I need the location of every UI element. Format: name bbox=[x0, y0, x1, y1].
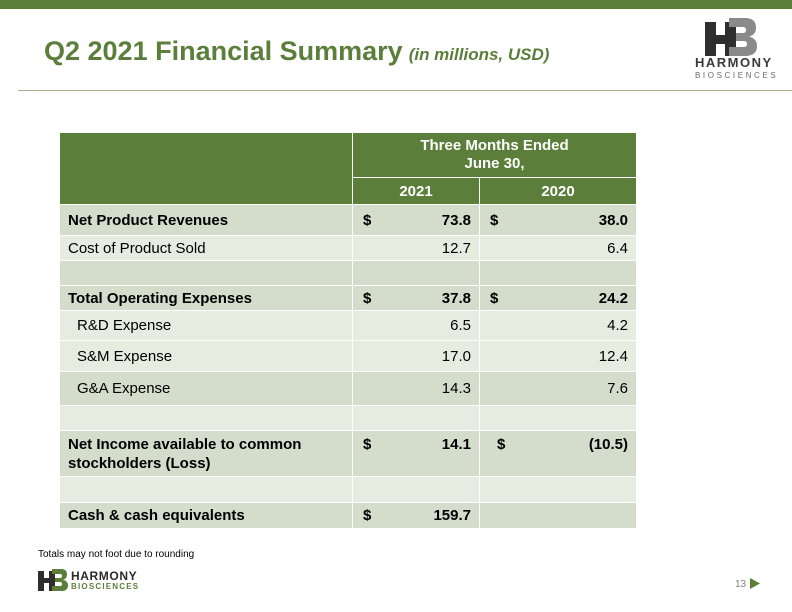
financial-summary-table: Three Months Ended June 30, 2021 2020 Ne… bbox=[59, 132, 637, 529]
value-2020: 4.2 bbox=[479, 310, 637, 341]
table-row: Cost of Product Sold 12.7 6.4 bbox=[59, 235, 637, 261]
hb-monogram-icon bbox=[705, 18, 757, 56]
value-2021: $73.8 bbox=[352, 204, 480, 236]
footer-logo: HARMONY BIOSCIENCES bbox=[38, 569, 148, 591]
logo-name: HARMONY bbox=[695, 55, 773, 70]
year-header-2020: 2020 bbox=[479, 177, 637, 205]
value-2021 bbox=[352, 476, 480, 503]
table-row-spacer bbox=[59, 476, 637, 503]
cell-value: (10.5) bbox=[588, 436, 628, 453]
cell-value: 12.4 bbox=[598, 347, 628, 365]
value-2021: $14.1 bbox=[352, 430, 480, 477]
value-2021: 12.7 bbox=[352, 235, 480, 261]
row-label bbox=[59, 260, 353, 286]
row-label bbox=[59, 405, 353, 431]
value-2020: 7.6 bbox=[479, 371, 637, 406]
row-label bbox=[59, 476, 353, 503]
table-row: Cash & cash equivalents $159.7 bbox=[59, 502, 637, 529]
header-blank-cell bbox=[59, 132, 353, 205]
company-logo: HARMONY BIOSCIENCES bbox=[695, 18, 777, 82]
currency-symbol: $ bbox=[497, 436, 506, 453]
value-2020: $24.2 bbox=[479, 285, 637, 311]
value-2021: 14.3 bbox=[352, 371, 480, 406]
cell-value: 14.3 bbox=[441, 380, 471, 397]
cell-value: 7.6 bbox=[607, 380, 628, 397]
value-2021 bbox=[352, 405, 480, 431]
value-2020: 6.4 bbox=[479, 235, 637, 261]
cell-value: 6.5 bbox=[450, 317, 471, 334]
next-slide-icon[interactable] bbox=[750, 578, 760, 589]
title-divider bbox=[18, 90, 792, 91]
currency-symbol: $ bbox=[363, 289, 372, 307]
value-2020 bbox=[479, 476, 637, 503]
row-label: Net Product Revenues bbox=[59, 204, 353, 236]
row-label: Net Income available to common stockhold… bbox=[59, 430, 353, 477]
cell-value: 12.7 bbox=[441, 239, 471, 257]
hb-monogram-small-icon bbox=[38, 569, 68, 591]
cell-value: 14.1 bbox=[441, 436, 471, 453]
value-2021: $37.8 bbox=[352, 285, 480, 311]
value-2020 bbox=[479, 260, 637, 286]
value-2020 bbox=[479, 405, 637, 431]
table-header-row: Three Months Ended June 30, bbox=[59, 132, 637, 205]
table-row-spacer bbox=[59, 405, 637, 431]
cell-value: 159.7 bbox=[433, 507, 471, 524]
cell-value: 17.0 bbox=[441, 347, 471, 365]
value-2020 bbox=[479, 502, 637, 529]
row-label: R&D Expense bbox=[59, 310, 353, 341]
value-2020: $ (10.5) bbox=[479, 430, 637, 477]
row-label: Total Operating Expenses bbox=[59, 285, 353, 311]
footer-logo-name: HARMONY bbox=[71, 569, 138, 583]
currency-symbol: $ bbox=[490, 289, 499, 307]
cell-value: 24.2 bbox=[598, 289, 628, 307]
footnote: Totals may not foot due to rounding bbox=[38, 549, 195, 560]
table-row-spacer bbox=[59, 260, 637, 286]
table-row: Total Operating Expenses $37.8 $24.2 bbox=[59, 285, 637, 311]
table-row: G&A Expense 14.3 7.6 bbox=[59, 371, 637, 406]
cell-value: 6.4 bbox=[607, 239, 628, 257]
slide-subtitle: (in millions, USD) bbox=[408, 45, 550, 64]
value-2021: 17.0 bbox=[352, 340, 480, 372]
row-label: S&M Expense bbox=[59, 340, 353, 372]
table-row: S&M Expense 17.0 12.4 bbox=[59, 340, 637, 372]
table-row: Net Product Revenues $73.8 $38.0 bbox=[59, 204, 637, 236]
cell-value: 37.8 bbox=[441, 289, 471, 307]
year-header-2021: 2021 bbox=[352, 177, 480, 205]
currency-symbol: $ bbox=[363, 436, 372, 453]
cell-value: 38.0 bbox=[598, 211, 628, 229]
value-2020: 12.4 bbox=[479, 340, 637, 372]
value-2021 bbox=[352, 260, 480, 286]
top-accent-bar bbox=[0, 0, 792, 9]
table-row: Net Income available to common stockhold… bbox=[59, 430, 637, 477]
value-2020: $38.0 bbox=[479, 204, 637, 236]
logo-tagline: BIOSCIENCES bbox=[695, 71, 779, 80]
cell-value: 4.2 bbox=[607, 317, 628, 334]
period-header: Three Months Ended June 30, bbox=[352, 132, 637, 178]
footer-logo-tagline: BIOSCIENCES bbox=[71, 582, 140, 591]
slide-title: Q2 2021 Financial Summary (in millions, U… bbox=[44, 36, 549, 67]
currency-symbol: $ bbox=[490, 211, 499, 229]
table-row: R&D Expense 6.5 4.2 bbox=[59, 310, 637, 341]
cell-value: 73.8 bbox=[441, 211, 471, 229]
row-label: Cost of Product Sold bbox=[59, 235, 353, 261]
currency-symbol: $ bbox=[363, 507, 372, 524]
currency-symbol: $ bbox=[363, 211, 372, 229]
value-2021: 6.5 bbox=[352, 310, 480, 341]
value-2021: $159.7 bbox=[352, 502, 480, 529]
slide-title-text: Q2 2021 Financial Summary bbox=[44, 36, 403, 66]
row-label: G&A Expense bbox=[59, 371, 353, 406]
row-label: Cash & cash equivalents bbox=[59, 502, 353, 529]
page-number: 13 bbox=[735, 579, 747, 590]
period-header-line-1: Three Months Ended bbox=[420, 137, 569, 154]
period-header-line-2: June 30, bbox=[464, 155, 525, 172]
